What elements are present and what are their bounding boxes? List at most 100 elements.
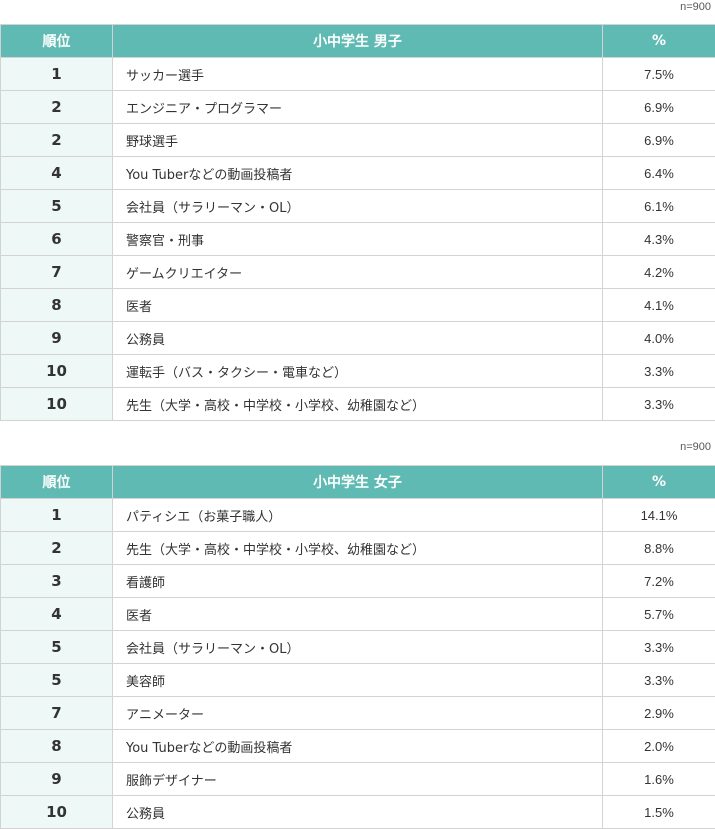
rank-cell: 7 — [1, 697, 113, 730]
percent-cell: 4.3% — [603, 223, 715, 256]
percent-cell: 6.1% — [603, 190, 715, 223]
occupation-cell: ゲームクリエイター — [113, 256, 603, 289]
percent-cell: 1.6% — [603, 763, 715, 796]
percent-cell: 6.4% — [603, 157, 715, 190]
rank-cell: 2 — [1, 532, 113, 565]
occupation-column-header: 小中学生 女子 — [113, 466, 603, 499]
rank-cell: 5 — [1, 664, 113, 697]
rank-cell: 2 — [1, 124, 113, 157]
occupation-cell: 美容師 — [113, 664, 603, 697]
rank-cell: 3 — [1, 565, 113, 598]
occupation-column-header: 小中学生 男子 — [113, 25, 603, 58]
rank-cell: 1 — [1, 499, 113, 532]
occupation-cell: 先生（大学・高校・中学校・小学校、幼稚園など） — [113, 388, 603, 421]
occupation-cell: 会社員（サラリーマン・OL） — [113, 190, 603, 223]
occupation-cell: 公務員 — [113, 322, 603, 355]
percent-cell: 3.3% — [603, 355, 715, 388]
percent-column-header: % — [603, 466, 715, 499]
rank-cell: 4 — [1, 598, 113, 631]
percent-cell: 7.2% — [603, 565, 715, 598]
rank-column-header: 順位 — [1, 25, 113, 58]
occupation-cell: 会社員（サラリーマン・OL） — [113, 631, 603, 664]
sample-size-note: n=900 — [680, 1, 711, 13]
percent-cell: 6.9% — [603, 124, 715, 157]
percent-column-header: % — [603, 25, 715, 58]
rank-cell: 10 — [1, 388, 113, 421]
rank-cell: 9 — [1, 322, 113, 355]
percent-cell: 3.3% — [603, 664, 715, 697]
occupation-cell: 警察官・刑事 — [113, 223, 603, 256]
percent-cell: 14.1% — [603, 499, 715, 532]
rank-cell: 6 — [1, 223, 113, 256]
rank-cell: 7 — [1, 256, 113, 289]
percent-cell: 6.9% — [603, 91, 715, 124]
rank-cell: 2 — [1, 91, 113, 124]
rank-cell: 8 — [1, 289, 113, 322]
occupation-cell: 運転手（バス・タクシー・電車など） — [113, 355, 603, 388]
occupation-cell: パティシエ（お菓子職人） — [113, 499, 603, 532]
occupation-cell: アニメーター — [113, 697, 603, 730]
percent-cell: 2.0% — [603, 730, 715, 763]
rank-cell: 1 — [1, 58, 113, 91]
rank-cell: 10 — [1, 796, 113, 829]
occupation-cell: 医者 — [113, 598, 603, 631]
rank-cell: 5 — [1, 190, 113, 223]
percent-cell: 5.7% — [603, 598, 715, 631]
percent-cell: 4.1% — [603, 289, 715, 322]
table-header-row: 順位 小中学生 女子 % — [1, 466, 715, 499]
percent-cell: 2.9% — [603, 697, 715, 730]
occupation-cell: サッカー選手 — [113, 58, 603, 91]
percent-cell: 3.3% — [603, 388, 715, 421]
occupation-cell: 野球選手 — [113, 124, 603, 157]
rank-column-header: 順位 — [1, 466, 113, 499]
rank-cell: 4 — [1, 157, 113, 190]
occupation-cell: 公務員 — [113, 796, 603, 829]
sample-size-note: n=900 — [680, 441, 711, 453]
rank-cell: 10 — [1, 355, 113, 388]
occupation-cell: 服飾デザイナー — [113, 763, 603, 796]
table-header-row: 順位 小中学生 男子 % — [1, 25, 715, 58]
percent-cell: 1.5% — [603, 796, 715, 829]
percent-cell: 8.8% — [603, 532, 715, 565]
rank-cell: 8 — [1, 730, 113, 763]
occupation-cell: You Tuberなどの動画投稿者 — [113, 157, 603, 190]
rank-cell: 9 — [1, 763, 113, 796]
occupation-cell: エンジニア・プログラマー — [113, 91, 603, 124]
rank-cell: 5 — [1, 631, 113, 664]
occupation-cell: 医者 — [113, 289, 603, 322]
occupation-cell: 先生（大学・高校・中学校・小学校、幼稚園など） — [113, 532, 603, 565]
percent-cell: 4.2% — [603, 256, 715, 289]
occupation-cell: You Tuberなどの動画投稿者 — [113, 730, 603, 763]
percent-cell: 4.0% — [603, 322, 715, 355]
occupation-cell: 看護師 — [113, 565, 603, 598]
percent-cell: 7.5% — [603, 58, 715, 91]
percent-cell: 3.3% — [603, 631, 715, 664]
